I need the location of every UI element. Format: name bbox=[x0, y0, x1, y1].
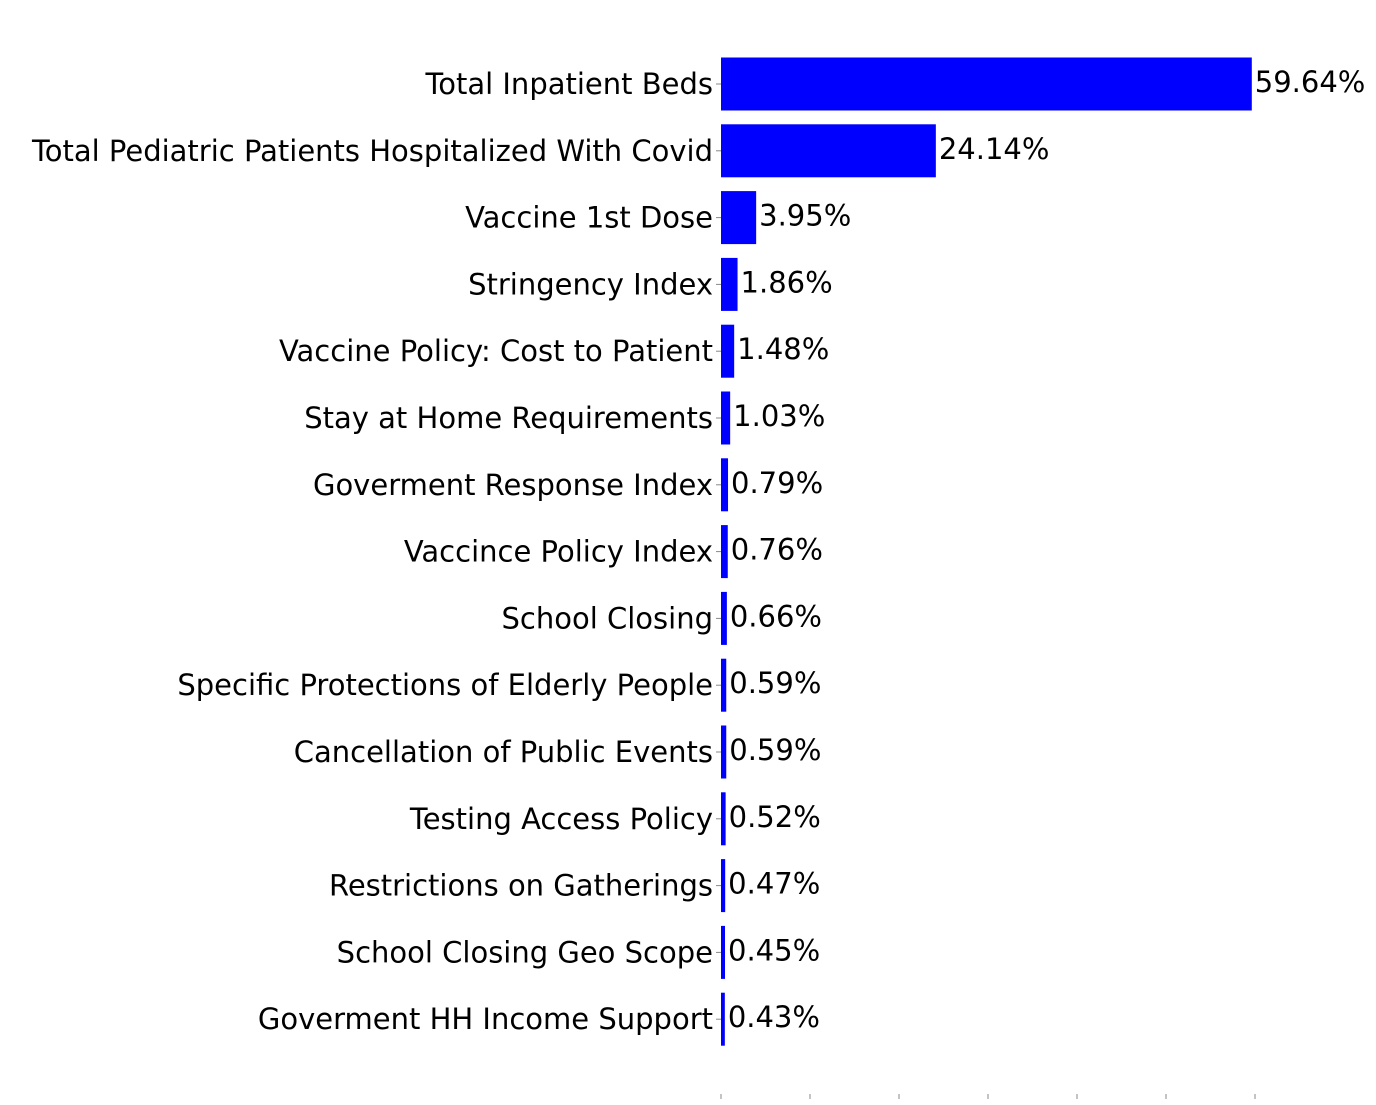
value-label-5: 1.03% bbox=[733, 399, 825, 433]
value-label-13: 0.45% bbox=[728, 933, 820, 967]
value-label-2: 3.95% bbox=[759, 199, 851, 233]
bar-9 bbox=[721, 658, 727, 712]
bar-3 bbox=[721, 257, 738, 311]
bar-6 bbox=[721, 458, 729, 512]
category-label-1: Total Pediatric Patients Hospitalized Wi… bbox=[31, 134, 713, 168]
bar-4 bbox=[721, 324, 735, 378]
bar-13 bbox=[721, 925, 726, 979]
value-label-1: 24.14% bbox=[939, 132, 1050, 166]
bar-5 bbox=[721, 391, 731, 445]
bar-10 bbox=[721, 725, 727, 779]
value-label-14: 0.43% bbox=[728, 1000, 820, 1034]
category-label-4: Vaccine Policy: Cost to Patient bbox=[279, 334, 713, 368]
category-label-9: Specific Protections of Elderly People bbox=[177, 668, 713, 702]
category-label-11: Testing Access Policy bbox=[409, 802, 713, 836]
x-axis-ticks bbox=[720, 1094, 1256, 1099]
category-labels: Total Inpatient Beds Total Pediatric Pati… bbox=[31, 67, 713, 1036]
value-label-6: 0.79% bbox=[731, 466, 823, 500]
value-label-7: 0.76% bbox=[731, 533, 823, 567]
category-label-8: School Closing bbox=[502, 601, 714, 635]
value-labels: 59.64% 24.14% 3.95% 1.86% 1.48% 1.03% 0.79% 0.7… bbox=[728, 65, 1366, 1034]
category-label-0: Total Inpatient Beds bbox=[424, 67, 713, 101]
bar-14 bbox=[721, 992, 725, 1046]
category-label-10: Cancellation of Public Events bbox=[294, 735, 713, 769]
y-axis-ticks bbox=[716, 83, 721, 1020]
bar-8 bbox=[721, 591, 727, 645]
value-label-4: 1.48% bbox=[737, 332, 829, 366]
value-label-0: 59.64% bbox=[1255, 65, 1366, 99]
category-label-5: Stay at Home Requirements bbox=[304, 401, 713, 435]
value-label-11: 0.52% bbox=[729, 800, 821, 834]
bar-2 bbox=[721, 191, 757, 245]
category-label-6: Goverment Response Index bbox=[313, 468, 713, 502]
bar-0 bbox=[721, 57, 1252, 111]
category-label-2: Vaccine 1st Dose bbox=[465, 201, 713, 235]
value-label-3: 1.86% bbox=[741, 265, 833, 299]
value-label-8: 0.66% bbox=[730, 599, 822, 633]
category-label-3: Stringency Index bbox=[468, 267, 713, 301]
value-label-9: 0.59% bbox=[729, 666, 821, 700]
value-label-10: 0.59% bbox=[729, 733, 821, 767]
bar-7 bbox=[721, 525, 728, 579]
value-label-12: 0.47% bbox=[728, 867, 820, 901]
category-label-14: Goverment HH Income Support bbox=[258, 1002, 713, 1036]
bar-12 bbox=[721, 859, 726, 913]
category-label-7: Vaccince Policy Index bbox=[404, 535, 713, 569]
bar-1 bbox=[721, 124, 936, 178]
bar-11 bbox=[721, 792, 726, 846]
category-label-12: Restrictions on Gatherings bbox=[329, 869, 713, 903]
bars bbox=[721, 57, 1252, 1046]
category-label-13: School Closing Geo Scope bbox=[337, 935, 713, 969]
